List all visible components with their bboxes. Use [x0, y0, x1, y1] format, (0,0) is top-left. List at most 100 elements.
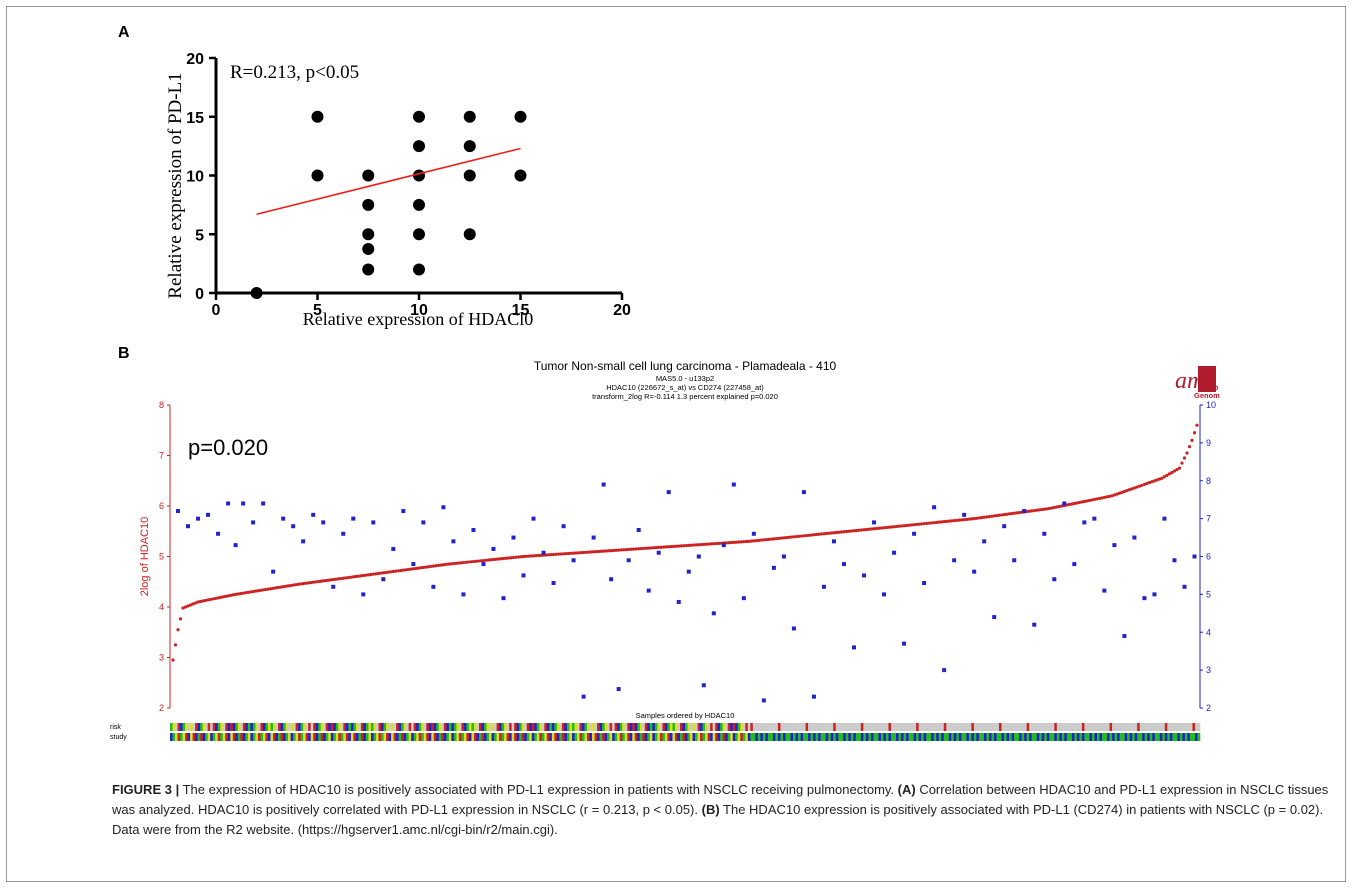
study-track-cell [333, 733, 337, 741]
study-track-cell [506, 733, 510, 741]
risk-track-cell [438, 723, 442, 731]
study-track-cell [230, 733, 234, 741]
study-track-cell [486, 733, 490, 741]
hdac10-point [1070, 502, 1074, 506]
risk-track-cell [594, 723, 598, 731]
study-track-cell [617, 733, 620, 741]
risk-track-cell [393, 723, 397, 731]
hdac10-point [752, 539, 756, 543]
hdac10-point [489, 558, 493, 562]
risk-track-cell [521, 723, 525, 731]
study-track-cell [220, 733, 224, 741]
risk-track-cell [926, 723, 929, 731]
risk-track-cell [863, 723, 867, 731]
cd274-point [1052, 577, 1057, 582]
y-tick-label: 20 [186, 51, 204, 68]
hdac10-point [461, 560, 466, 565]
study-track-cell [340, 733, 344, 741]
risk-track-cell [504, 723, 507, 731]
hdac10-point [592, 550, 596, 554]
study-track-cell [1051, 733, 1055, 741]
risk-track-cell [295, 723, 299, 731]
risk-track-cell [1154, 723, 1158, 731]
study-track-cell [740, 733, 744, 741]
risk-track-cell [220, 723, 224, 731]
risk-track-cell [473, 723, 477, 731]
hdac10-point [509, 556, 513, 560]
data-point [362, 198, 375, 211]
study-track-cell [883, 733, 887, 741]
risk-track-cell [240, 723, 244, 731]
risk-track-cell [1001, 723, 1005, 731]
hdac10-point [346, 575, 350, 580]
study-track-cell [383, 733, 387, 741]
cd274-point [1172, 558, 1177, 563]
study-track-cell [712, 733, 716, 741]
risk-track-cell [222, 723, 226, 731]
risk-track-cell [712, 723, 716, 731]
risk-track-cell [865, 723, 869, 731]
risk-track-cell [963, 723, 967, 731]
hdac10-point [561, 552, 566, 556]
risk-track-cell [262, 723, 266, 731]
study-track-cell [913, 733, 917, 741]
study-track-cell [835, 733, 839, 741]
risk-track-cell [981, 723, 985, 731]
risk-track-cell [1194, 723, 1198, 731]
study-track-cell [180, 733, 183, 741]
cd274-point [411, 562, 416, 567]
study-track-cell [956, 733, 960, 741]
risk-track-cell [996, 723, 1000, 731]
risk-track-cell [566, 723, 570, 731]
hdac10-point [809, 533, 814, 537]
cd274-point [351, 516, 356, 521]
data-point [463, 228, 476, 241]
study-track-cell [958, 733, 962, 741]
left-tick-label: 3 [159, 653, 164, 663]
left-tick-label: 2 [159, 703, 164, 713]
study-track-cell [491, 733, 495, 741]
hdac10-point [699, 542, 703, 547]
cd274-point [701, 683, 706, 688]
hdac10-point [228, 593, 233, 597]
study-track-cell [283, 733, 286, 741]
risk-track-cell [1069, 723, 1073, 731]
study-track-cell [936, 733, 940, 741]
cd274-point [226, 501, 231, 506]
left-tick-label: 6 [159, 501, 164, 511]
hdac10-point [774, 536, 778, 541]
hdac10-point [737, 540, 741, 544]
risk-track-cell [180, 723, 183, 731]
hdac10-point [526, 554, 531, 558]
hdac10-point [396, 569, 400, 573]
cd274-point [636, 527, 641, 532]
risk-track-cell [823, 723, 826, 731]
study-track-cell [973, 733, 977, 741]
risk-track-cell [293, 723, 296, 731]
hdac10-point [1017, 510, 1021, 515]
risk-track-cell [353, 723, 357, 731]
study-track-cell [923, 733, 927, 741]
hdac10-point [1180, 461, 1184, 465]
risk-track-cell [860, 723, 864, 731]
risk-track-cell [898, 723, 902, 731]
hdac10-point [829, 531, 834, 535]
study-track-cell [376, 733, 379, 741]
hdac10-point [386, 570, 390, 574]
risk-track-cell [685, 723, 688, 731]
risk-track-cell [494, 723, 497, 731]
study-track-cell [1074, 733, 1078, 741]
risk-track-cell [479, 723, 482, 731]
study-track-cell [569, 733, 573, 741]
hdac10-point [1122, 489, 1126, 494]
risk-track-cell [1162, 723, 1166, 731]
hdac10-point [196, 600, 200, 604]
risk-track-cell [752, 723, 756, 731]
cd274-point [481, 562, 486, 567]
risk-track-cell [1152, 723, 1156, 731]
hdac10-point [1105, 495, 1109, 499]
risk-track-cell [820, 723, 824, 731]
risk-track-cell [509, 723, 512, 731]
study-track-cell [275, 733, 279, 741]
cd274-point [271, 569, 276, 574]
